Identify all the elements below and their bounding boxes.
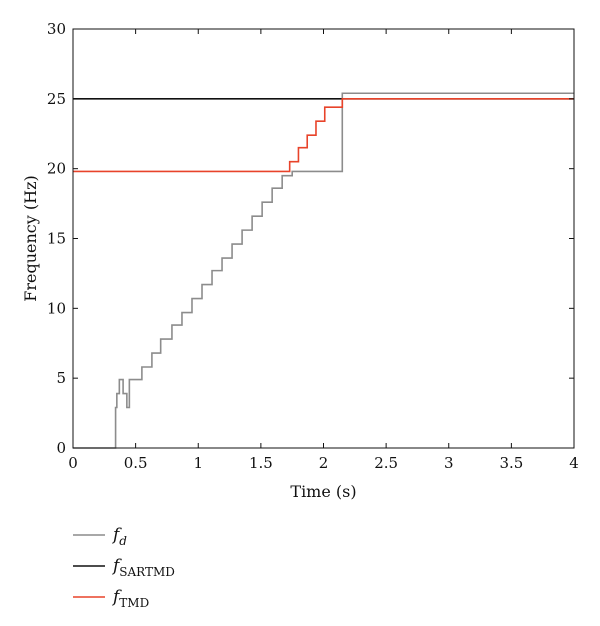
legend-item: fd [73, 525, 127, 548]
x-axis-label: Time (s) [290, 482, 356, 501]
y-axis-label: Frequency (Hz) [21, 175, 40, 302]
legend-item: fSARTMD [73, 556, 175, 579]
y-tick-label: 10 [47, 299, 66, 317]
x-tick-label: 1.5 [249, 454, 273, 472]
plot-frame [72, 28, 575, 449]
legend-item: fTMD [73, 587, 149, 610]
y-tick-label: 25 [47, 90, 66, 108]
y-tick-label: 30 [47, 20, 66, 38]
tick-labels: 0 0.5 1 1.5 2 2.5 3 3.5 4 0 5 10 15 20 25 30 [47, 20, 579, 472]
series-line-f_TMD [73, 98, 574, 173]
x-tick-label: 4 [569, 454, 579, 472]
ticks [72, 28, 575, 449]
x-tick-label: 0.5 [124, 454, 148, 472]
legend-label: fTMD [111, 587, 149, 610]
legend-label: fd [111, 525, 127, 548]
x-tick-label: 3 [444, 454, 454, 472]
x-tick-label: 2 [319, 454, 329, 472]
y-tick-label: 20 [47, 160, 66, 178]
series-line-f_d [73, 92, 574, 449]
x-tick-label: 2.5 [374, 454, 398, 472]
legend: fd fSARTMD fTMD [73, 525, 175, 610]
y-tick-label: 5 [56, 369, 66, 387]
y-tick-label: 0 [56, 439, 66, 457]
x-tick-label: 3.5 [499, 454, 523, 472]
plot-lines [73, 92, 574, 449]
x-tick-label: 0 [68, 454, 78, 472]
x-tick-label: 1 [193, 454, 203, 472]
y-tick-label: 15 [47, 230, 66, 248]
legend-label: fSARTMD [111, 556, 175, 579]
